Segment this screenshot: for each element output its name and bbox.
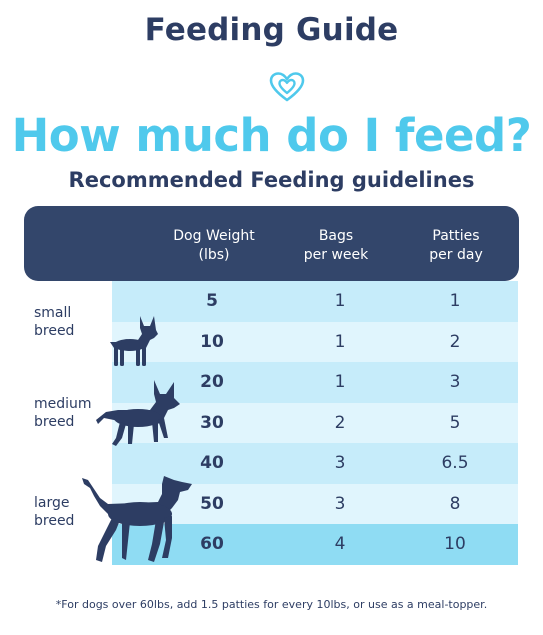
bags-cell: 3 — [334, 493, 346, 514]
header-dog-weight: Dog Weight (lbs) — [173, 228, 255, 263]
weight-cell: 50 — [200, 493, 224, 514]
heart-logo-icon — [269, 72, 305, 102]
table-row: 5 1 1 — [112, 281, 518, 322]
bags-cell: 1 — [334, 372, 346, 393]
large-dog-icon — [82, 476, 192, 562]
patties-cell: 10 — [444, 534, 466, 555]
large-breed-label: large breed — [34, 495, 75, 529]
bags-cell: 1 — [334, 331, 346, 352]
patties-cell: 6.5 — [441, 453, 469, 474]
patties-cell: 5 — [449, 412, 461, 433]
headline: How much do I feed? — [11, 109, 532, 162]
weight-cell: 40 — [200, 453, 224, 474]
page-title: Feeding Guide — [144, 12, 399, 48]
bags-cell: 1 — [334, 291, 346, 312]
table-row: 40 3 6.5 — [112, 443, 518, 484]
bags-cell: 4 — [334, 534, 346, 555]
weight-cell: 30 — [200, 412, 224, 433]
table-header: Dog Weight (lbs) Bags per week Patties p… — [24, 206, 519, 281]
weight-cell: 60 — [200, 534, 224, 555]
weight-cell: 20 — [200, 372, 224, 393]
small-breed-label: small breed — [34, 305, 75, 339]
table-row: 30 2 5 — [112, 402, 518, 443]
weight-cell: 5 — [206, 291, 218, 312]
patties-cell: 1 — [449, 291, 461, 312]
medium-breed-label: medium breed — [34, 396, 92, 430]
patties-cell: 8 — [449, 493, 461, 514]
header-patties-per-day: Patties per day — [429, 228, 483, 263]
table-row: 60 4 10 — [112, 524, 518, 565]
table-row: 10 1 2 — [112, 321, 518, 362]
medium-dog-icon — [96, 380, 180, 446]
subtitle: Recommended Feeding guidelines — [68, 168, 475, 192]
table-row: 20 1 3 — [112, 362, 518, 403]
patties-cell: 2 — [449, 331, 461, 352]
feeding-table-body: 5 1 1 10 1 2 20 1 3 30 2 5 40 3 6.5 50 3… — [112, 281, 518, 565]
patties-cell: 3 — [449, 372, 461, 393]
bags-cell: 2 — [334, 412, 346, 433]
bags-cell: 3 — [334, 453, 346, 474]
small-dog-icon — [106, 316, 158, 366]
weight-cell: 10 — [200, 331, 224, 352]
header-bags-per-week: Bags per week — [303, 228, 369, 263]
footnote: *For dogs over 60lbs, add 1.5 patties fo… — [55, 598, 488, 611]
